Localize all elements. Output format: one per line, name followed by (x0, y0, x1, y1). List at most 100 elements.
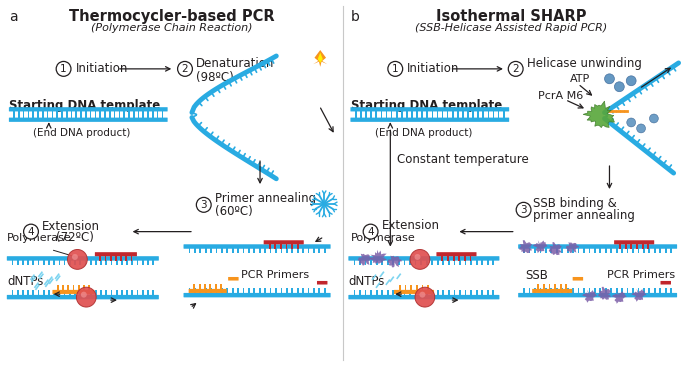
Text: Denaturation: Denaturation (196, 57, 274, 70)
Bar (95, 260, 97, 265)
Bar (392, 291, 394, 295)
Bar (204, 288, 207, 294)
Polygon shape (598, 287, 611, 300)
Bar (270, 288, 272, 294)
Bar (109, 256, 112, 261)
Text: SSB binding &: SSB binding & (534, 197, 617, 210)
Text: Initiation: Initiation (407, 62, 459, 75)
Bar (152, 291, 154, 295)
Bar (83, 285, 85, 290)
Bar (458, 256, 460, 261)
Bar (572, 288, 574, 294)
FancyBboxPatch shape (184, 293, 331, 298)
Bar (616, 248, 617, 253)
Text: 4: 4 (367, 227, 374, 237)
Bar (286, 244, 288, 249)
Bar (114, 111, 116, 118)
Bar (359, 260, 361, 265)
Polygon shape (358, 254, 372, 265)
Text: PCR Primers: PCR Primers (241, 270, 309, 280)
Bar (452, 111, 454, 118)
Bar (453, 260, 455, 265)
Bar (462, 111, 464, 118)
Bar (578, 248, 579, 253)
Bar (210, 288, 212, 294)
Bar (33, 260, 34, 265)
Bar (556, 248, 558, 253)
Bar (62, 285, 64, 290)
Bar (392, 260, 394, 265)
Bar (365, 260, 367, 265)
Bar (115, 256, 117, 261)
Bar (632, 248, 634, 253)
Bar (58, 291, 60, 295)
Bar (85, 291, 87, 295)
Bar (403, 291, 405, 295)
Text: Isothermal SHARP: Isothermal SHARP (435, 9, 586, 24)
Bar (414, 260, 416, 265)
Bar (545, 288, 547, 294)
Polygon shape (631, 289, 647, 302)
Circle shape (508, 61, 523, 76)
FancyBboxPatch shape (95, 252, 137, 256)
Bar (143, 111, 144, 118)
Text: SSB: SSB (525, 269, 548, 282)
Bar (534, 248, 536, 253)
Bar (359, 291, 361, 295)
Bar (90, 111, 91, 118)
Bar (405, 285, 407, 290)
FancyBboxPatch shape (614, 240, 654, 244)
Bar (46, 111, 49, 118)
Text: b: b (351, 10, 360, 24)
Circle shape (604, 74, 615, 84)
Bar (529, 248, 530, 253)
Text: Thermocycler-based PCR: Thermocycler-based PCR (69, 9, 275, 24)
Bar (353, 291, 356, 295)
Bar (365, 291, 367, 295)
Text: PCR Primers: PCR Primers (606, 270, 675, 280)
Bar (588, 288, 590, 294)
Bar (147, 111, 149, 118)
Bar (399, 285, 401, 290)
Bar (66, 111, 67, 118)
Bar (670, 248, 672, 253)
Bar (420, 260, 422, 265)
Bar (74, 260, 76, 265)
Text: 3: 3 (520, 205, 527, 215)
Bar (259, 248, 261, 253)
Bar (291, 244, 293, 249)
Bar (18, 111, 19, 118)
Bar (99, 111, 101, 118)
Bar (12, 291, 13, 295)
FancyBboxPatch shape (518, 244, 677, 249)
FancyBboxPatch shape (518, 293, 677, 298)
Text: Starting DNA template: Starting DNA template (351, 99, 502, 112)
Bar (132, 260, 133, 265)
Bar (243, 248, 245, 253)
Bar (61, 111, 63, 118)
Bar (275, 288, 277, 294)
Bar (482, 260, 483, 265)
Bar (370, 291, 372, 295)
Bar (324, 288, 326, 294)
Bar (137, 260, 139, 265)
Bar (465, 291, 466, 295)
Bar (194, 288, 195, 294)
Bar (281, 288, 282, 294)
Bar (473, 111, 474, 118)
Circle shape (24, 224, 38, 239)
Bar (529, 288, 530, 294)
Text: (End DNA product): (End DNA product) (33, 128, 130, 138)
Bar (243, 288, 245, 294)
Bar (647, 244, 649, 249)
Bar (51, 111, 53, 118)
Bar (453, 256, 455, 261)
Bar (104, 111, 106, 118)
Bar (409, 291, 411, 295)
FancyBboxPatch shape (532, 289, 572, 293)
Bar (58, 260, 60, 265)
Bar (437, 260, 439, 265)
Circle shape (626, 76, 636, 86)
Bar (643, 248, 644, 253)
Bar (370, 111, 372, 118)
